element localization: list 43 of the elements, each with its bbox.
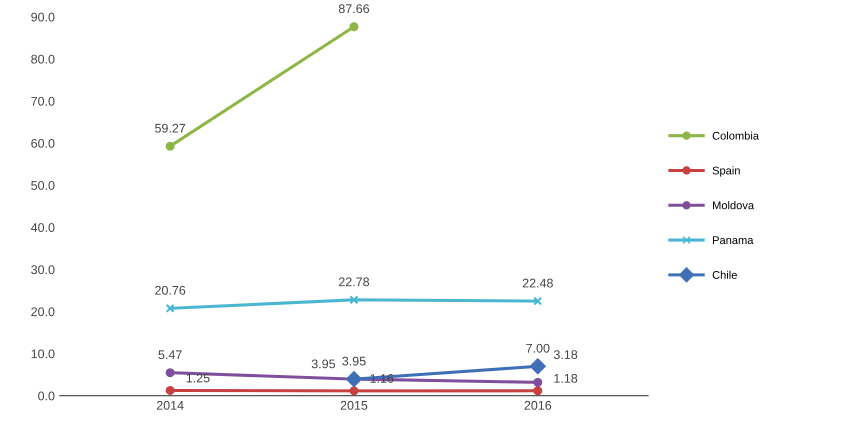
point bbox=[533, 378, 542, 387]
data-label: 3.18 bbox=[554, 350, 578, 360]
point bbox=[166, 142, 175, 151]
y-tick-label: 70.0 bbox=[31, 96, 54, 106]
point bbox=[349, 386, 358, 396]
point bbox=[349, 22, 358, 32]
data-label: 1.25 bbox=[186, 374, 210, 382]
y-tick-label: 80.0 bbox=[31, 54, 54, 64]
point bbox=[346, 371, 362, 388]
data-label: 87.66 bbox=[338, 4, 370, 14]
y-tick-label: 0.0 bbox=[38, 392, 54, 400]
data-label: 1.16 bbox=[370, 374, 394, 383]
legend-label: Panama bbox=[712, 236, 754, 244]
x-tick-label: 2015 bbox=[340, 400, 368, 410]
y-tick-label: 50.0 bbox=[31, 181, 54, 190]
data-label: 5.47 bbox=[158, 350, 182, 360]
y-tick-label: 20.0 bbox=[31, 307, 54, 316]
data-label: 3.95 bbox=[342, 356, 366, 366]
y-tick-label: 40.0 bbox=[30, 223, 54, 232]
point bbox=[166, 386, 175, 395]
point bbox=[533, 386, 542, 396]
legend-label: Colombia bbox=[712, 132, 760, 140]
data-label: 59.27 bbox=[155, 124, 186, 133]
data-label: 7.00 bbox=[526, 344, 550, 353]
data-label: 20.76 bbox=[155, 286, 186, 295]
x-tick-label: 2016 bbox=[524, 400, 552, 410]
point bbox=[166, 368, 175, 378]
point bbox=[533, 296, 542, 306]
data-label: 22.48 bbox=[522, 278, 553, 288]
data-label: 22.78 bbox=[338, 277, 370, 286]
legend-label: Spain bbox=[712, 166, 740, 177]
point bbox=[530, 358, 546, 374]
legend-label: Chile bbox=[712, 270, 737, 279]
x-tick-label: 2014 bbox=[156, 400, 184, 410]
data-label: 1.18 bbox=[554, 374, 578, 383]
y-tick-label: 90.0 bbox=[31, 12, 54, 22]
y-tick-label: 30.0 bbox=[31, 265, 54, 274]
y-tick-label: 10.0 bbox=[32, 349, 54, 358]
point bbox=[166, 304, 175, 313]
point bbox=[349, 295, 358, 304]
y-tick-label: 60.0 bbox=[31, 138, 54, 148]
data-label: 3.95 bbox=[312, 359, 336, 368]
legend-label: Moldova bbox=[712, 201, 754, 210]
